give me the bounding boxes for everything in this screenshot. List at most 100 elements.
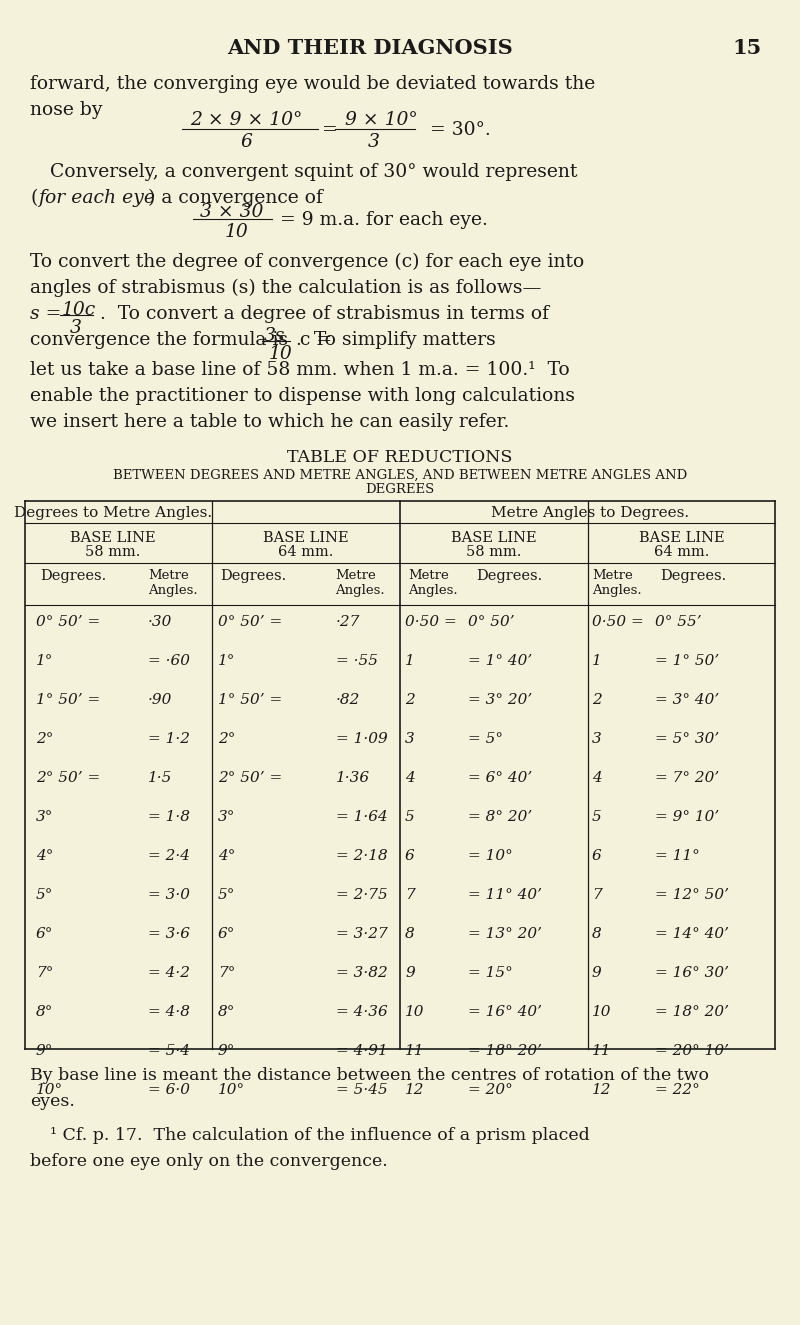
- Text: 1°: 1°: [218, 655, 235, 668]
- Text: 10: 10: [405, 1004, 425, 1019]
- Text: = 1° 40’: = 1° 40’: [468, 655, 532, 668]
- Text: 10: 10: [269, 344, 293, 363]
- Text: = 8° 20’: = 8° 20’: [468, 810, 532, 824]
- Text: = 5° 30’: = 5° 30’: [655, 731, 719, 746]
- Text: BASE LINE: BASE LINE: [70, 531, 156, 545]
- Text: .  To convert a degree of strabismus in terms of: . To convert a degree of strabismus in t…: [100, 305, 549, 323]
- Text: Metre
Angles.: Metre Angles.: [335, 568, 385, 598]
- Text: 6°: 6°: [218, 927, 235, 941]
- Text: 2° 50’ =: 2° 50’ =: [218, 771, 282, 784]
- Text: 3°: 3°: [218, 810, 235, 824]
- Text: Degrees to Metre Angles.: Degrees to Metre Angles.: [14, 506, 212, 519]
- Text: 5: 5: [405, 810, 414, 824]
- Text: Metre
Angles.: Metre Angles.: [148, 568, 198, 598]
- Text: 3: 3: [70, 319, 82, 337]
- Text: 0° 55’: 0° 55’: [655, 615, 702, 629]
- Text: 8: 8: [592, 927, 602, 941]
- Text: By base line is meant the distance between the centres of rotation of the two: By base line is meant the distance betwe…: [30, 1067, 709, 1084]
- Text: = 16° 30’: = 16° 30’: [655, 966, 729, 980]
- Text: = 3° 40’: = 3° 40’: [655, 693, 719, 708]
- Text: 3°: 3°: [36, 810, 54, 824]
- Text: =: =: [322, 121, 338, 139]
- Text: 10: 10: [592, 1004, 611, 1019]
- Text: = 3·0: = 3·0: [148, 888, 190, 902]
- Text: 10°: 10°: [218, 1083, 245, 1097]
- Text: (: (: [30, 189, 38, 207]
- Text: BASE LINE: BASE LINE: [263, 531, 349, 545]
- Text: Conversely, a convergent squint of 30° would represent: Conversely, a convergent squint of 30° w…: [50, 163, 578, 182]
- Text: ·90: ·90: [148, 693, 172, 708]
- Text: eyes.: eyes.: [30, 1093, 75, 1110]
- Text: let us take a base line of 58 mm. when 1 m.a. = 100.¹  To: let us take a base line of 58 mm. when 1…: [30, 360, 570, 379]
- Text: 1°: 1°: [36, 655, 54, 668]
- Text: 2: 2: [405, 693, 414, 708]
- Text: AND THEIR DIAGNOSIS: AND THEIR DIAGNOSIS: [227, 38, 513, 58]
- Text: 11: 11: [592, 1044, 611, 1057]
- Text: 58 mm.: 58 mm.: [86, 545, 141, 559]
- Text: 0° 50’ =: 0° 50’ =: [218, 615, 282, 629]
- Text: before one eye only on the convergence.: before one eye only on the convergence.: [30, 1153, 388, 1170]
- Text: = 6° 40’: = 6° 40’: [468, 771, 532, 784]
- Text: 64 mm.: 64 mm.: [278, 545, 334, 559]
- Text: BASE LINE: BASE LINE: [639, 531, 725, 545]
- Text: 1: 1: [592, 655, 602, 668]
- Text: To convert the degree of convergence (c) for each eye into: To convert the degree of convergence (c)…: [30, 253, 584, 272]
- Text: 9°: 9°: [36, 1044, 54, 1057]
- Text: Degrees.: Degrees.: [660, 568, 726, 583]
- Text: 7°: 7°: [218, 966, 235, 980]
- Text: 2° 50’ =: 2° 50’ =: [36, 771, 100, 784]
- Text: 1·5: 1·5: [148, 771, 172, 784]
- Text: = 3·27: = 3·27: [336, 927, 388, 941]
- Text: = 1·09: = 1·09: [336, 731, 388, 746]
- Text: 3: 3: [405, 731, 414, 746]
- Text: 10°: 10°: [36, 1083, 63, 1097]
- Text: .  To simplify matters: . To simplify matters: [296, 331, 496, 348]
- Text: 0° 50’ =: 0° 50’ =: [36, 615, 100, 629]
- Text: 6: 6: [240, 132, 252, 151]
- Text: 9: 9: [592, 966, 602, 980]
- Text: = 22°: = 22°: [655, 1083, 700, 1097]
- Text: ¹ Cf. p. 17.  The calculation of the influence of a prism placed: ¹ Cf. p. 17. The calculation of the infl…: [50, 1128, 590, 1143]
- Text: 15: 15: [733, 38, 762, 58]
- Text: = 2·18: = 2·18: [336, 849, 388, 863]
- Text: = 1·2: = 1·2: [148, 731, 190, 746]
- Text: = 7° 20’: = 7° 20’: [655, 771, 719, 784]
- Text: we insert here a table to which he can easily refer.: we insert here a table to which he can e…: [30, 413, 510, 431]
- Text: 10c: 10c: [62, 301, 96, 319]
- Text: ·27: ·27: [336, 615, 360, 629]
- Text: 6°: 6°: [36, 927, 54, 941]
- Text: 3: 3: [368, 132, 380, 151]
- Text: Metre Angles to Degrees.: Metre Angles to Degrees.: [491, 506, 689, 519]
- Text: convergence the formula is  c =: convergence the formula is c =: [30, 331, 332, 348]
- Text: = 11°: = 11°: [655, 849, 700, 863]
- Text: 9: 9: [405, 966, 414, 980]
- Text: = 2·4: = 2·4: [148, 849, 190, 863]
- Text: = 30°.: = 30°.: [430, 121, 490, 139]
- Text: 0° 50’: 0° 50’: [468, 615, 514, 629]
- Text: 8°: 8°: [218, 1004, 235, 1019]
- Text: = 5°: = 5°: [468, 731, 503, 746]
- Text: = ·60: = ·60: [148, 655, 190, 668]
- Text: 8°: 8°: [36, 1004, 54, 1019]
- Text: ·30: ·30: [148, 615, 172, 629]
- Text: TABLE OF REDUCTIONS: TABLE OF REDUCTIONS: [287, 449, 513, 466]
- Text: = 20° 10’: = 20° 10’: [655, 1044, 729, 1057]
- Text: 8: 8: [405, 927, 414, 941]
- Text: 58 mm.: 58 mm.: [466, 545, 522, 559]
- Text: = 12° 50’: = 12° 50’: [655, 888, 729, 902]
- Text: 7: 7: [592, 888, 602, 902]
- Text: Metre
Angles.: Metre Angles.: [592, 568, 642, 598]
- Text: = 18° 20’: = 18° 20’: [468, 1044, 542, 1057]
- Text: 11: 11: [405, 1044, 425, 1057]
- Text: = 15°: = 15°: [468, 966, 513, 980]
- Text: DEGREES: DEGREES: [366, 484, 434, 496]
- Text: forward, the converging eye would be deviated towards the: forward, the converging eye would be dev…: [30, 76, 595, 93]
- Text: 1: 1: [405, 655, 414, 668]
- Text: 1·36: 1·36: [336, 771, 370, 784]
- Text: = 4·91: = 4·91: [336, 1044, 388, 1057]
- Text: = 10°: = 10°: [468, 849, 513, 863]
- Text: ·82: ·82: [336, 693, 360, 708]
- Text: = 1·64: = 1·64: [336, 810, 388, 824]
- Text: = 3·82: = 3·82: [336, 966, 388, 980]
- Text: 2: 2: [592, 693, 602, 708]
